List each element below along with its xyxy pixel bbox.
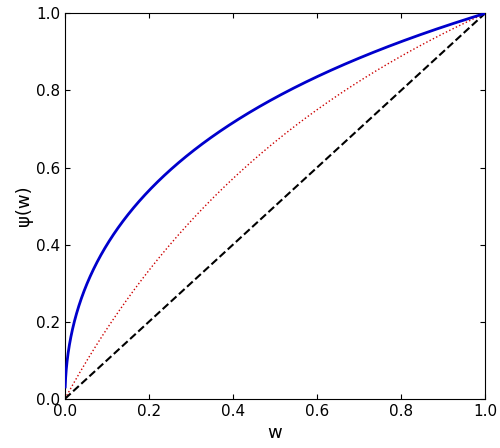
Y-axis label: ψ(w): ψ(w) [15,186,33,226]
X-axis label: w: w [268,424,282,442]
